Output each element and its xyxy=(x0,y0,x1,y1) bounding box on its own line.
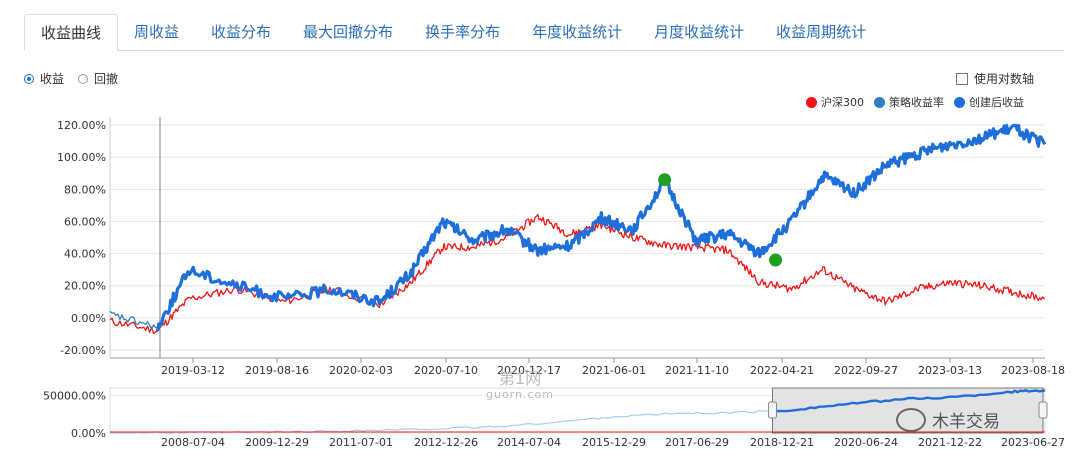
mode-return-label: 收益 xyxy=(40,72,65,86)
y-tick-label: 60.00% xyxy=(64,215,106,228)
y-tick-label: 0.00% xyxy=(71,312,106,325)
tab-0[interactable]: 收益曲线 xyxy=(24,14,119,51)
nav-x-tick-label: 2008-07-04 xyxy=(161,436,225,449)
mode-selector: 收益 回撤 xyxy=(24,70,132,87)
mode-return-radio[interactable]: 收益 xyxy=(24,70,64,87)
main-markers xyxy=(658,173,783,267)
nav-x-tick-label: 2018-12-21 xyxy=(750,436,814,449)
main-series xyxy=(109,123,1047,335)
nav-y-tick-label: 50000.00% xyxy=(43,390,106,403)
legend-dot-2 xyxy=(954,96,965,108)
main-grid xyxy=(109,117,1045,358)
watermark-brand: 木羊交易 xyxy=(896,407,1000,432)
x-tick-label: 2021-06-01 xyxy=(582,364,646,377)
tab-1[interactable]: 周收益 xyxy=(134,23,180,41)
main-x-axis: 2019-03-12 2019-08-16 2020-02-03 2020-07-10… xyxy=(110,357,1065,377)
nav-x-tick-label: 2015-12-29 xyxy=(582,436,646,449)
tab-5[interactable]: 年度收益统计 xyxy=(532,23,623,41)
legend-dot-0 xyxy=(806,96,817,108)
tab-3[interactable]: 最大回撤分布 xyxy=(303,23,394,41)
watermark-site-text: 第1网 xyxy=(498,369,542,388)
y-tick-label: 20.00% xyxy=(64,280,106,293)
x-tick-label: 2019-08-16 xyxy=(245,364,309,377)
nav-x-tick-label: 2012-12-26 xyxy=(414,436,478,449)
y-tick-label: 100.00% xyxy=(57,151,106,164)
tab-bar: 收益曲线 周收益 收益分布 最大回撤分布 换手率分布 年度收益统计 月度收益统计 收益周期统计 xyxy=(24,14,1064,51)
nav-handle-0[interactable] xyxy=(767,401,777,419)
marker-0[interactable] xyxy=(658,173,672,187)
marker-1[interactable] xyxy=(769,253,783,267)
radio-dot-return[interactable] xyxy=(24,73,34,84)
log-axis-label: 使用对数轴 xyxy=(973,72,1034,86)
log-axis-toggle[interactable]: 使用对数轴 xyxy=(955,70,1034,87)
x-tick-label: 2020-07-10 xyxy=(414,364,478,377)
watermark-brand-text: 木羊交易 xyxy=(932,412,1000,432)
chart-legend: 沪深300 策略收益率 创建后收益 xyxy=(796,94,1024,110)
x-tick-label: 2020-02-03 xyxy=(329,364,393,377)
radio-dot-drawdown[interactable] xyxy=(78,73,89,84)
watermark-site: 第1网 guorn.com xyxy=(486,371,554,403)
navigator[interactable]: 50000.00% 0.00% 2008-07-04 2009-12-29 2011-0… xyxy=(43,387,1065,449)
nav-x-tick-label: 2011-07-01 xyxy=(329,436,393,449)
x-tick-label: 2019-03-12 xyxy=(161,364,225,377)
nav-y-tick-label: 0.00% xyxy=(71,427,106,440)
x-tick-label: 2020-12-17 xyxy=(497,364,561,377)
nav-x-tick-label: 2020-06-24 xyxy=(834,436,898,449)
log-axis-checkbox[interactable] xyxy=(955,72,968,85)
nav-x-tick-label: 2014-07-04 xyxy=(497,436,561,449)
series-line-1 xyxy=(109,310,158,331)
nav-x-tick-label: 2009-12-29 xyxy=(245,436,309,449)
x-tick-label: 2023-03-13 xyxy=(918,364,982,377)
nav-x-tick-label: 2017-06-29 xyxy=(665,436,729,449)
legend-label-2: 创建后收益 xyxy=(969,96,1024,109)
x-tick-label: 2021-11-10 xyxy=(665,364,729,377)
mode-drawdown-radio[interactable]: 回撤 xyxy=(78,70,118,87)
nav-x-tick-label: 2023-06-27 xyxy=(1001,436,1065,449)
y-tick-label: 80.00% xyxy=(64,183,106,196)
series-line-0 xyxy=(109,213,1046,335)
main-y-axis: 120.00% 100.00% 80.00% 60.00% 40.00% 20.00% 0.… xyxy=(57,119,106,357)
tab-7[interactable]: 收益周期统计 xyxy=(776,23,867,41)
legend-label-0: 沪深300 xyxy=(821,96,864,109)
series-line-2 xyxy=(155,123,1047,332)
wechat-icon xyxy=(896,407,926,432)
x-tick-label: 2022-09-27 xyxy=(834,364,898,377)
y-tick-label: 120.00% xyxy=(57,119,106,132)
legend-item-2[interactable]: 创建后收益 xyxy=(954,94,1024,110)
mode-drawdown-label: 回撤 xyxy=(94,72,119,86)
legend-label-1: 策略收益率 xyxy=(889,96,944,109)
x-tick-label: 2023-08-18 xyxy=(1001,364,1065,377)
legend-item-1[interactable]: 策略收益率 xyxy=(874,94,944,110)
y-tick-label: -20.00% xyxy=(60,344,106,357)
legend-dot-1 xyxy=(874,96,885,108)
nav-series-selected xyxy=(772,389,1046,413)
tab-6[interactable]: 月度收益统计 xyxy=(654,23,745,41)
nav-handle-1[interactable] xyxy=(1038,401,1048,419)
tab-4[interactable]: 换手率分布 xyxy=(425,23,501,41)
watermark-site-sub: guorn.com xyxy=(486,388,554,401)
x-tick-label: 2022-04-21 xyxy=(750,364,814,377)
legend-item-0[interactable]: 沪深300 xyxy=(806,94,864,110)
tab-2[interactable]: 收益分布 xyxy=(211,23,272,41)
y-tick-label: 40.00% xyxy=(64,248,106,261)
nav-x-tick-label: 2021-12-22 xyxy=(918,436,982,449)
